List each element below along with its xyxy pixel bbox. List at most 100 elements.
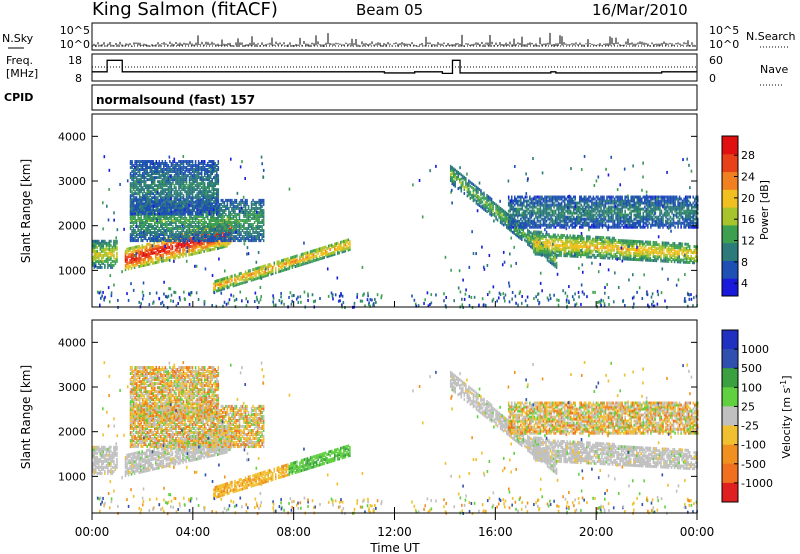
power-cell	[220, 241, 222, 245]
power-cell	[113, 249, 115, 253]
power-cell	[452, 167, 455, 171]
power-cell	[203, 184, 206, 188]
power-cell	[191, 225, 194, 229]
power-cell	[146, 239, 148, 243]
power-cell	[127, 261, 130, 265]
power-cell	[220, 239, 223, 243]
power-cell	[247, 204, 250, 208]
power-cell	[131, 235, 133, 239]
power-cell	[181, 186, 183, 190]
power-cell	[146, 160, 148, 164]
power-cell	[135, 239, 138, 243]
power-cell	[451, 168, 453, 172]
power-cell	[262, 200, 265, 204]
power-cell	[459, 172, 461, 176]
power-cell	[141, 239, 144, 243]
power-cell	[188, 216, 191, 220]
power-cell	[566, 244, 568, 248]
power-cell	[129, 220, 132, 224]
power-cell	[213, 204, 215, 208]
power-cell	[161, 259, 163, 263]
power-cell	[148, 246, 151, 250]
power-cell	[567, 250, 570, 254]
power-cell	[149, 218, 151, 222]
power-cell	[164, 194, 167, 198]
power-cell	[206, 223, 209, 227]
power-cell	[209, 172, 212, 176]
power-cell	[170, 247, 172, 251]
power-cell	[161, 174, 164, 178]
power-cell	[548, 245, 550, 249]
power-cell	[175, 194, 177, 198]
power-cell	[188, 170, 191, 174]
power-cell	[598, 250, 600, 254]
power-cell	[234, 208, 236, 212]
power-cell	[229, 223, 232, 227]
power-cell	[611, 246, 614, 250]
power-cell	[657, 247, 659, 251]
power-cell	[110, 247, 112, 251]
power-cell	[209, 180, 212, 184]
power-cell	[182, 176, 185, 180]
power-cell	[262, 270, 265, 274]
power-cell	[144, 235, 147, 239]
power-cell	[164, 206, 167, 210]
power-cell	[195, 227, 198, 231]
power-cell	[175, 188, 177, 192]
power-cell	[211, 192, 213, 196]
power-cell	[206, 206, 209, 210]
power-cell	[191, 230, 193, 234]
power-cell	[246, 212, 248, 216]
power-cell	[171, 253, 174, 257]
power-cell	[144, 162, 147, 166]
power-cell	[191, 198, 194, 202]
power-cell	[137, 166, 139, 170]
power-cell	[176, 242, 178, 246]
power-cell	[214, 196, 217, 200]
power-cell	[216, 239, 218, 243]
power-cell	[226, 227, 229, 231]
power-cell	[249, 275, 251, 279]
power-cell	[643, 256, 646, 260]
power-cell	[139, 256, 142, 260]
power-cell	[147, 212, 150, 216]
power-cell	[116, 241, 118, 245]
power-cell	[153, 245, 156, 249]
power-cell	[486, 194, 488, 198]
power-cell	[229, 216, 232, 220]
power-cell	[492, 206, 494, 210]
power-cell	[193, 220, 195, 224]
power-cell	[188, 249, 190, 253]
power-cell	[617, 251, 620, 255]
power-cell	[222, 285, 224, 289]
power-cell	[193, 235, 195, 239]
power-cell	[152, 231, 155, 235]
power-cell	[141, 202, 144, 206]
power-cell	[518, 233, 520, 237]
power-cell	[213, 182, 215, 186]
power-cell	[567, 252, 570, 256]
power-cell	[232, 239, 235, 243]
power-cell	[167, 200, 170, 204]
power-cell	[197, 208, 200, 212]
power-cell	[202, 178, 204, 182]
power-cell	[521, 235, 523, 239]
power-cell	[216, 190, 218, 194]
power-cell	[211, 202, 213, 206]
power-cell	[265, 265, 268, 269]
power-cell	[564, 244, 567, 248]
power-cell	[206, 170, 209, 174]
power-cell	[172, 231, 174, 235]
power-cell	[191, 248, 193, 252]
power-cell	[608, 244, 611, 248]
power-cell	[225, 223, 227, 227]
power-cell	[205, 186, 207, 190]
power-cell	[475, 187, 478, 191]
power-cell	[178, 166, 180, 170]
power-cell	[243, 208, 245, 212]
power-cell	[176, 254, 178, 258]
power-cell	[249, 231, 251, 235]
power-cell	[608, 252, 611, 256]
power-cell	[293, 263, 295, 267]
power-cell	[483, 205, 485, 209]
